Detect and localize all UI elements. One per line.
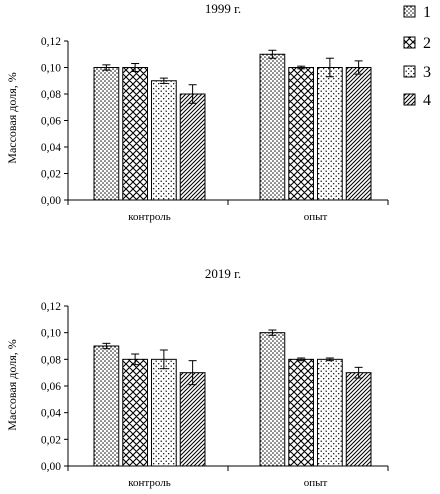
y-tick-label: 0,10	[41, 63, 61, 75]
bar	[179, 372, 206, 467]
y-tick-label: 0,02	[41, 169, 61, 181]
x-tick-label: контроль	[128, 211, 170, 223]
y-tick-label: 0,12	[41, 36, 61, 48]
legend-label: 4	[423, 92, 431, 109]
y-tick-label: 0,06	[41, 116, 61, 128]
y-tick-label: 0,08	[41, 354, 61, 366]
bar	[93, 67, 120, 201]
x-tick-label: контроль	[128, 477, 170, 489]
y-axis-label: Массовая доля, %	[5, 339, 19, 430]
bar	[122, 358, 148, 467]
y-tick-label: 0,06	[41, 381, 61, 393]
bar	[288, 67, 314, 201]
y-tick-label: 0,08	[41, 89, 61, 101]
y-tick-label: 0,04	[41, 142, 61, 154]
bar	[317, 358, 343, 467]
bar	[345, 372, 372, 467]
bar	[259, 53, 286, 201]
chart-title: 1999 г.	[205, 1, 241, 16]
legend-label: 2	[423, 35, 431, 52]
legend-label: 3	[423, 64, 431, 81]
legend-swatch	[403, 93, 416, 106]
bar	[179, 93, 206, 201]
bar	[345, 67, 372, 201]
chart-1999: 1999 г. Массовая доля, % 0,00 0,02 0,04 0,0…	[5, 1, 389, 223]
y-axis-label: Массовая доля, %	[5, 72, 19, 163]
x-tick-label: опыт	[304, 477, 328, 489]
legend: 1 2 3 4	[403, 4, 431, 109]
y-tick-label: 0,00	[41, 461, 61, 473]
legend-swatch	[403, 5, 416, 18]
bar	[151, 358, 177, 467]
bar	[259, 332, 286, 467]
x-tick-label: опыт	[304, 211, 328, 223]
bar	[93, 345, 120, 467]
bar	[122, 67, 148, 201]
chart-2019: 2019 г. Массовая доля, % 0,00 0,02 0,04 0,0…	[5, 266, 389, 489]
y-tick-label: 0,02	[41, 434, 61, 446]
y-tick-label: 0,04	[41, 408, 61, 420]
legend-swatch	[403, 36, 416, 49]
bar	[151, 80, 177, 201]
y-tick-label: 0,12	[41, 301, 61, 313]
bar	[288, 358, 314, 467]
y-tick-label: 0,10	[41, 328, 61, 340]
bar	[317, 67, 343, 201]
chart-title: 2019 г.	[205, 266, 241, 281]
legend-swatch	[403, 65, 416, 78]
legend-label: 1	[423, 4, 431, 21]
y-tick-label: 0,00	[41, 195, 61, 207]
